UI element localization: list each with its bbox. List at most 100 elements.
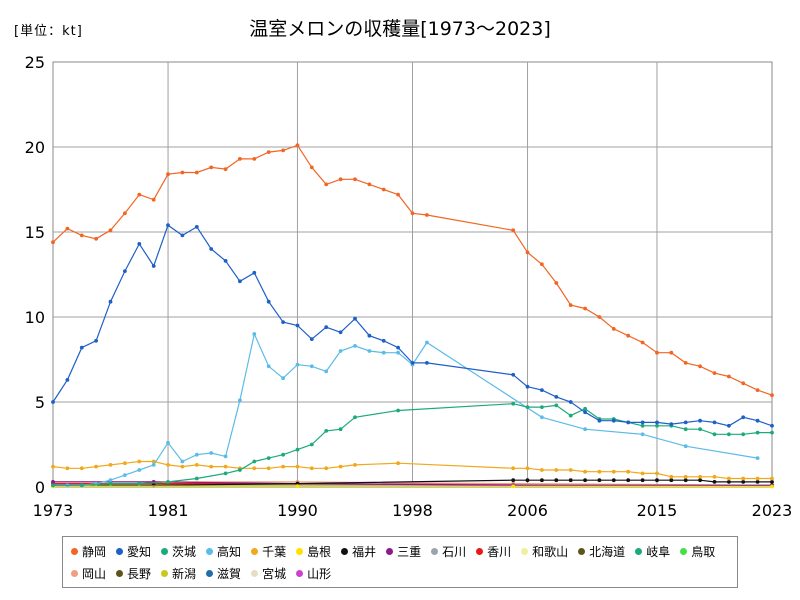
data-point <box>568 303 573 307</box>
data-point <box>425 361 429 365</box>
data-point <box>770 430 774 435</box>
data-point <box>568 413 573 418</box>
series-静岡 <box>51 143 774 398</box>
unit-label: [単位：kt] <box>14 24 83 39</box>
legend-item: 山形 <box>296 562 331 584</box>
data-point <box>611 327 616 331</box>
data-point <box>554 468 559 472</box>
data-point <box>525 466 530 471</box>
data-point <box>741 480 746 484</box>
data-point <box>511 372 516 377</box>
legend-marker <box>386 547 394 555</box>
data-point <box>554 281 559 285</box>
data-point <box>151 463 156 467</box>
data-point <box>367 333 372 338</box>
legend-label: 香川 <box>487 544 512 559</box>
data-point <box>698 364 702 369</box>
data-point <box>166 480 170 484</box>
data-point <box>396 350 400 355</box>
data-point <box>309 364 314 369</box>
data-point <box>568 478 573 483</box>
data-point <box>626 333 631 338</box>
data-point <box>79 466 84 471</box>
data-point <box>137 192 142 197</box>
data-point <box>309 442 314 447</box>
y-tick-label: 20 <box>25 138 45 157</box>
data-point <box>194 452 199 457</box>
data-point <box>123 473 127 477</box>
y-tick-label: 15 <box>25 223 45 242</box>
legend-marker <box>578 547 586 555</box>
data-point <box>770 480 774 484</box>
legend-item: 宮城 <box>251 562 286 584</box>
data-point <box>65 466 70 471</box>
legend-label: 愛知 <box>127 544 152 559</box>
data-point <box>238 398 242 403</box>
data-point <box>540 405 544 409</box>
legend-item: 愛知 <box>116 540 151 562</box>
legend-marker <box>296 547 304 555</box>
legend-marker <box>431 547 439 555</box>
data-point <box>511 466 516 471</box>
legend-label: 北海道 <box>589 544 626 559</box>
legend-marker <box>680 547 688 555</box>
data-point <box>381 338 386 343</box>
data-point <box>640 471 645 476</box>
data-point <box>396 192 400 197</box>
data-point <box>712 420 717 425</box>
data-point <box>410 361 415 365</box>
series-愛知 <box>51 223 774 428</box>
data-point <box>583 478 587 483</box>
data-point <box>223 454 228 459</box>
data-point <box>194 476 199 481</box>
data-point <box>554 395 559 399</box>
data-point <box>65 226 70 231</box>
legend-label: 岡山 <box>82 566 107 581</box>
legend-label: 静岡 <box>82 544 107 559</box>
data-point <box>640 432 645 437</box>
data-point <box>252 157 257 161</box>
data-point <box>123 269 127 273</box>
data-point <box>295 447 300 452</box>
data-point <box>238 157 242 161</box>
y-tick-label: 5 <box>35 393 45 412</box>
data-point <box>353 344 357 348</box>
legend-items: 静岡 愛知 茨城 高知 千葉 島根 福井 三重 石川 香川 和歌山 北海道 岐阜 鳥取 岡山 長野 新潟 滋賀 宮城… <box>63 537 737 584</box>
legend-item: 島根 <box>296 540 331 562</box>
legend-item: 岡山 <box>71 562 106 584</box>
series-line <box>52 224 773 427</box>
legend-label: 島根 <box>307 544 332 559</box>
data-point <box>266 299 271 304</box>
data-point <box>353 316 357 321</box>
data-point <box>655 478 659 483</box>
data-point <box>396 461 400 466</box>
data-point <box>79 345 84 350</box>
data-point <box>194 170 199 175</box>
data-point <box>640 478 645 483</box>
data-point <box>353 463 357 467</box>
legend-label: 茨城 <box>172 544 197 559</box>
legend-marker <box>206 569 214 577</box>
legend-item: 千葉 <box>251 540 286 562</box>
data-point <box>525 384 530 389</box>
data-point <box>583 427 587 432</box>
series-group <box>51 143 774 489</box>
x-tick-label: 1973 <box>33 501 74 520</box>
data-point <box>295 143 300 148</box>
data-point <box>755 430 760 435</box>
data-point <box>51 240 55 245</box>
data-point <box>324 466 329 471</box>
data-point <box>266 456 271 460</box>
legend-marker <box>116 547 124 555</box>
data-point <box>425 213 429 217</box>
data-point <box>568 468 573 472</box>
data-point <box>324 182 329 187</box>
series-line <box>53 332 758 486</box>
data-point <box>626 420 631 425</box>
data-point <box>727 432 731 437</box>
data-point <box>353 415 357 420</box>
data-point <box>741 432 746 437</box>
legend-marker <box>251 569 259 577</box>
data-point <box>655 471 659 476</box>
